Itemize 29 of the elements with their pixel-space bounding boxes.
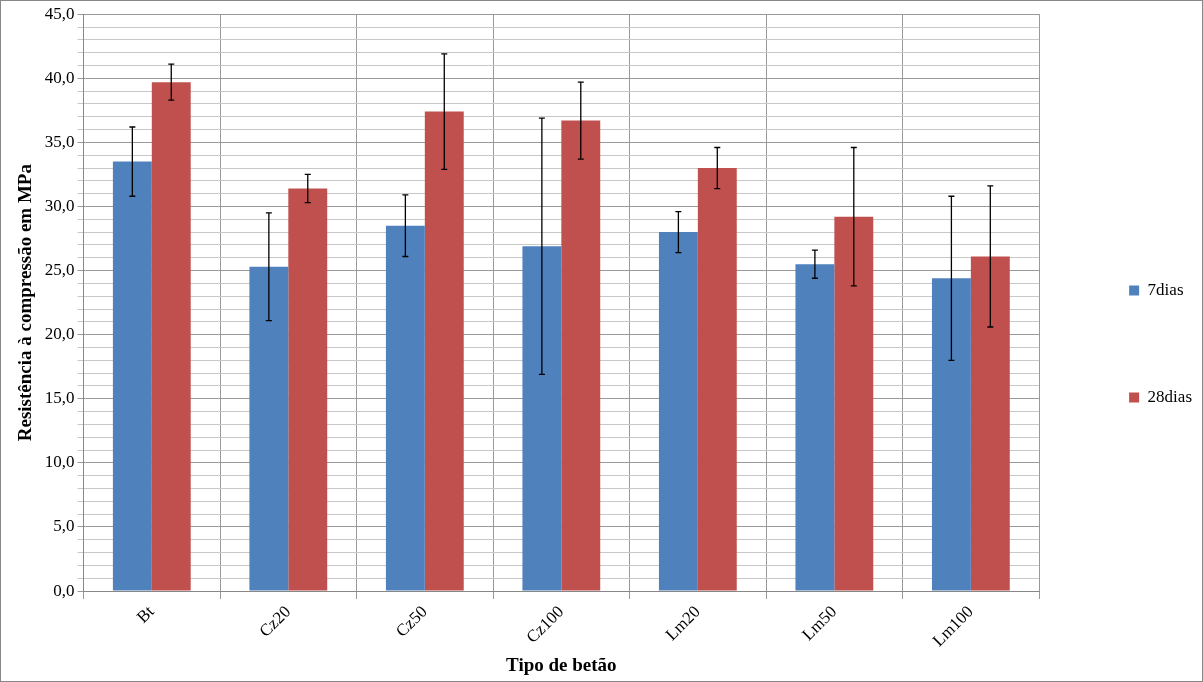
bar [112,161,152,591]
legend-label: 7dias [1147,279,1184,299]
bar [697,168,737,591]
y-tick-label: 5,0 [53,516,75,536]
bar [658,232,698,591]
x-tick-label: Bt [133,601,158,627]
y-axis-title: Resistência à compressão em MPa [14,163,36,442]
bar [834,216,874,591]
bar [424,111,464,591]
y-tick-label: 40,0 [44,67,75,87]
legend-label: 28dias [1147,386,1193,406]
bar [795,264,835,591]
bar [288,188,328,591]
bar [249,266,289,591]
y-tick-label: 15,0 [44,388,75,408]
y-tick-label: 35,0 [44,131,75,151]
bar [385,225,425,591]
bar [970,256,1010,591]
y-tick-label: 30,0 [44,195,75,215]
y-tick-label: 10,0 [44,452,75,472]
y-tick-label: 0,0 [53,580,75,600]
y-tick-label: 25,0 [44,260,75,280]
bar [151,82,191,591]
y-tick-label: 45,0 [44,3,75,23]
bar [931,278,971,591]
bar [522,246,562,591]
x-axis-title: Tipo de betão [506,653,617,675]
bar [561,120,601,591]
y-tick-label: 20,0 [44,324,75,344]
